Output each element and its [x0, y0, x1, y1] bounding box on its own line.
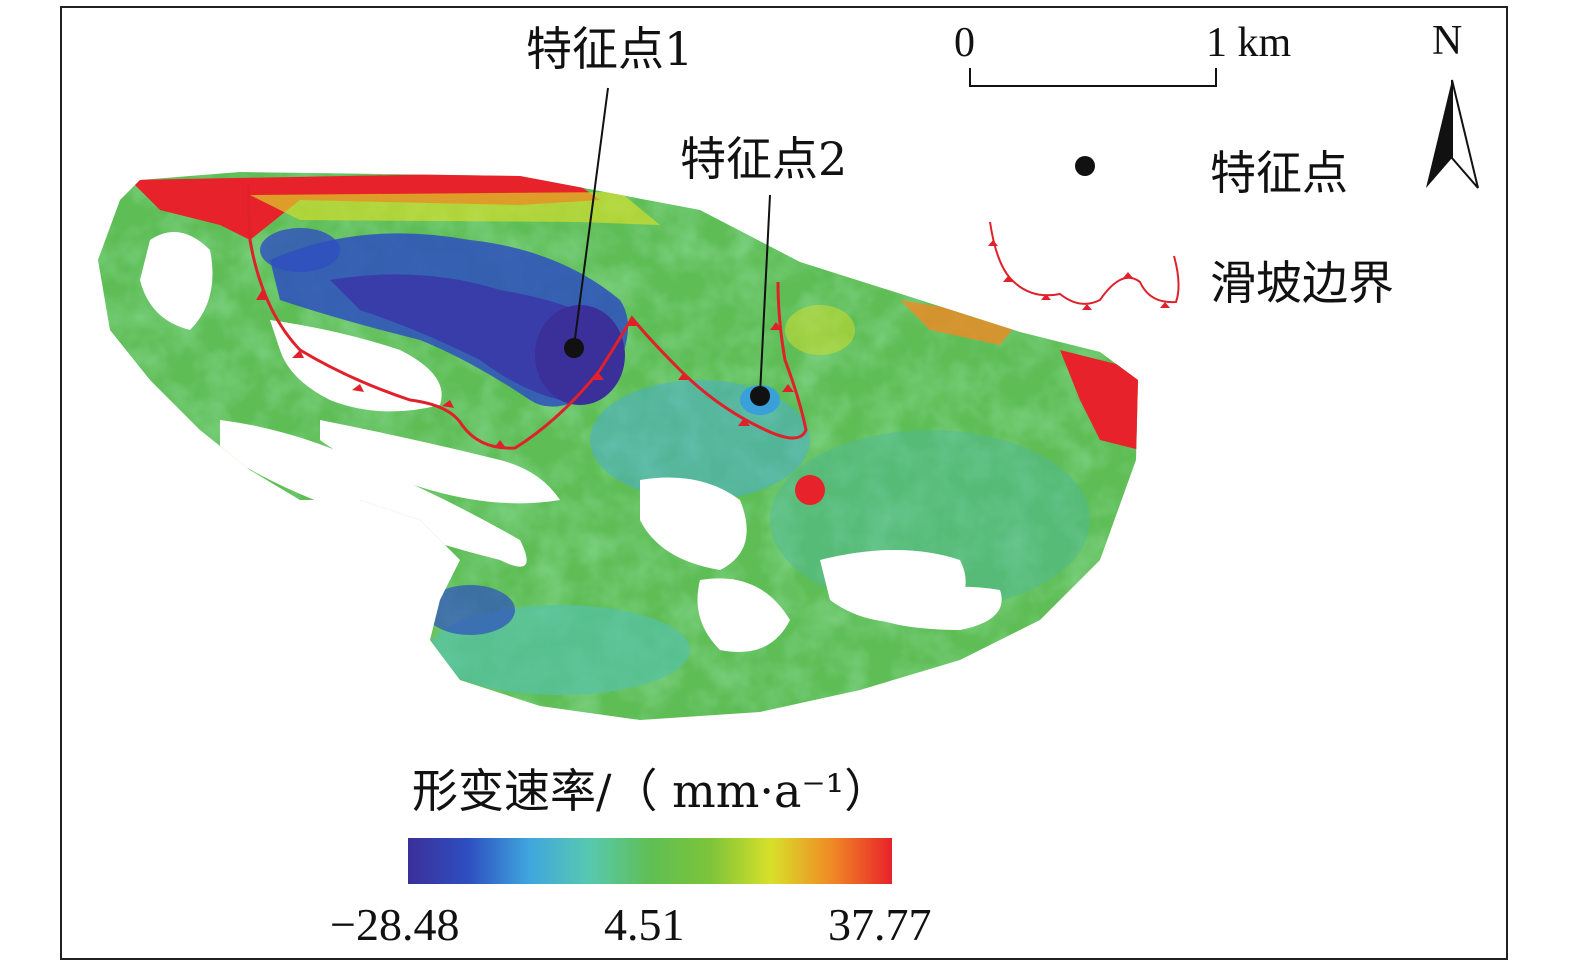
feature-point-1	[564, 87, 609, 358]
scale-bar-end-label: 1 km	[1206, 20, 1292, 66]
feature-point-2	[750, 194, 771, 406]
scale-bar-start-label: 0	[954, 20, 975, 66]
north-label: N	[1432, 18, 1463, 64]
map-frame	[60, 6, 1508, 960]
colorbar-min-label: −28.48	[330, 899, 460, 950]
landslide-boundary	[246, 184, 808, 450]
scale-bar	[969, 68, 1217, 87]
colorbar	[408, 838, 892, 884]
legend-feature-point-symbol	[1075, 156, 1095, 176]
colorbar-mid-label: 4.51	[604, 899, 685, 950]
landslide-boundary-ticks	[256, 290, 794, 448]
north-arrow-icon	[1426, 79, 1479, 189]
legend-boundary-symbol	[989, 221, 1180, 305]
legend-boundary-label: 滑坡边界	[1210, 256, 1394, 310]
feature-point-2-label: 特征点2	[680, 132, 848, 186]
deformation-raster	[98, 172, 1138, 720]
colorbar-max-label: 37.77	[828, 899, 932, 950]
legend-feature-point-label: 特征点	[1210, 146, 1348, 200]
legend-boundary-ticks	[988, 240, 1170, 310]
colorbar-title: 形变速率/（ mm·a⁻¹）	[412, 764, 891, 818]
feature-point-1-label: 特征点1	[526, 22, 694, 76]
